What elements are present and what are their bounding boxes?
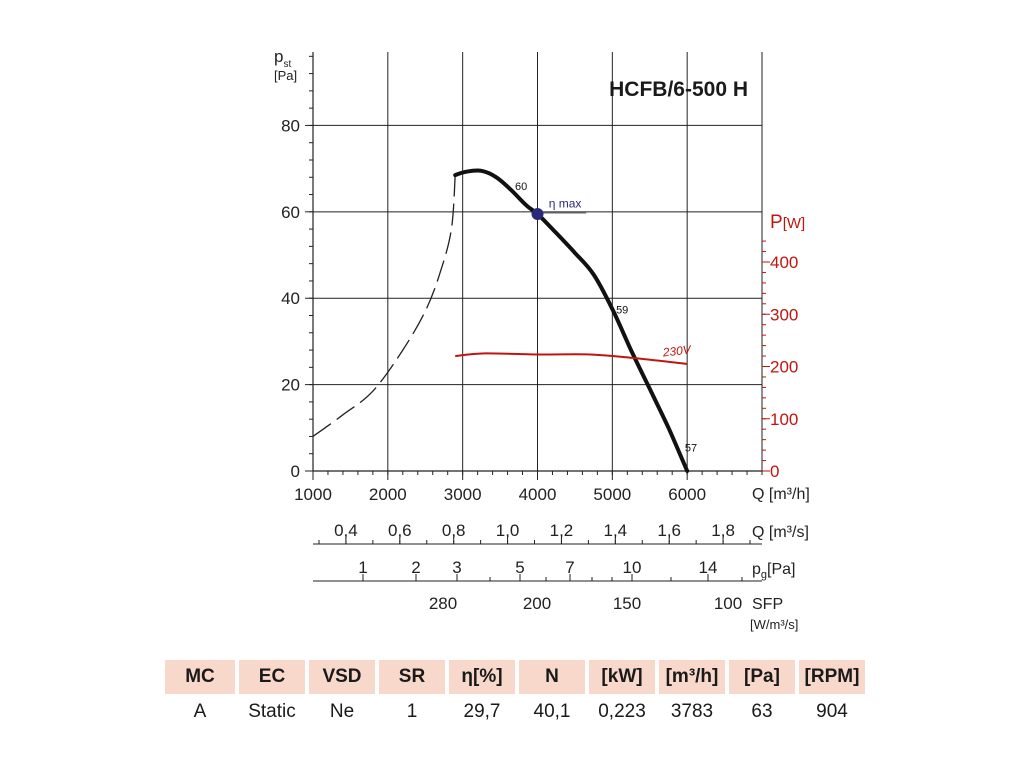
power-curve-230v [455, 352, 688, 365]
eta-max-label: η max [549, 197, 582, 211]
pg-tick-label: 7 [565, 558, 574, 577]
spec-value-cell: 63 [751, 701, 773, 722]
spec-table: MC EC VSD SR η[%] N [kW] [m³/h] [Pa] [RPM] A Stati… [161, 660, 869, 730]
sfp-tick-label: 280 [429, 594, 457, 613]
spec-value-cell: 29,7 [463, 701, 501, 722]
sfp-tick-label: 100 [714, 594, 742, 613]
voltage-label-230v: 230V [661, 343, 692, 360]
qs-tick-label: 1,4 [604, 521, 628, 540]
pg-tick-label: 2 [411, 558, 420, 577]
pg-tick-label: 1 [358, 558, 367, 577]
pg-tick-label: 3 [452, 558, 461, 577]
spec-header-cell: MC [165, 660, 235, 694]
axes [305, 52, 770, 582]
spec-value-cell: Static [248, 701, 296, 722]
spec-value-cell: 904 [816, 701, 848, 722]
x-tick-label: 1000 [294, 485, 332, 504]
y-right-tick-label: 0 [770, 462, 779, 481]
sfp-tick-label: 200 [523, 594, 551, 613]
spec-header-cell: SR [379, 660, 445, 694]
spec-value-cell: Ne [329, 701, 355, 722]
spec-header-cell: [RPM] [799, 660, 865, 694]
curves [312, 168, 690, 473]
qs-tick-label: 1,6 [657, 521, 681, 540]
qs-scale-label: Q [m³/s] [752, 524, 809, 541]
sfp-tick-label: 150 [613, 594, 641, 613]
spec-header-cell: [Pa] [729, 660, 795, 694]
spec-table-value-row: A Static Ne 1 29,7 40,1 0,223 3783 63 904 [165, 694, 865, 730]
pg-tick-label: 10 [623, 558, 642, 577]
pg-tick-label: 14 [699, 558, 718, 577]
spec-table-header-row: MC EC VSD SR η[%] N [kW] [m³/h] [Pa] [RPM] [165, 660, 865, 694]
grid [313, 52, 763, 471]
y-left-tick-label: 0 [291, 462, 300, 481]
y-right-tick-label: 200 [770, 358, 798, 377]
y-left-axis-label: pst [274, 47, 291, 70]
y-right-tick-label: 400 [770, 253, 798, 272]
spec-value-cell: 3783 [670, 701, 714, 722]
spec-value-cell: 1 [406, 701, 418, 722]
qs-tick-label: 1,8 [711, 521, 735, 540]
spec-header-cell: N [519, 660, 585, 694]
qs-tick-label: 1,0 [496, 521, 520, 540]
y-left-tick-label: 40 [281, 289, 300, 308]
x-tick-label: 6000 [668, 485, 706, 504]
y-left-tick-label: 20 [281, 376, 300, 395]
eta-max-marker [531, 207, 544, 220]
spec-value-cell: 0,223 [598, 701, 646, 722]
efficiency-label-59: 59 [616, 304, 628, 316]
y-right-tick-label: 300 [770, 305, 798, 324]
efficiency-label-57: 57 [685, 443, 697, 455]
qs-tick-label: 1,2 [550, 521, 574, 540]
x-axis-label: Q [m³/h] [752, 486, 810, 503]
pg-tick-label: 5 [515, 558, 524, 577]
y-left-axis-unit: [Pa] [274, 68, 297, 83]
efficiency-label-60: 60 [515, 181, 527, 193]
spec-header-cell: EC [239, 660, 305, 694]
x-tick-label: 5000 [593, 485, 631, 504]
spec-header-cell: VSD [309, 660, 375, 694]
spec-header-cell: [m³/h] [659, 660, 725, 694]
spec-header-cell: [kW] [589, 660, 655, 694]
spec-header-cell: η[%] [449, 660, 515, 694]
spec-value-cell: 40,1 [533, 701, 571, 722]
x-tick-label: 2000 [369, 485, 407, 504]
qs-tick-label: 0,4 [334, 521, 358, 540]
sfp-scale-label: SFP [752, 596, 783, 613]
spec-value-cell: A [193, 701, 207, 722]
unstable-range-dashed-curve [312, 175, 456, 437]
pressure-curve [453, 168, 690, 473]
qs-tick-label: 0,6 [388, 521, 412, 540]
chart-title: HCFB/6-500 H [609, 78, 748, 101]
sfp-scale-unit: [W/m³/s] [750, 617, 798, 632]
qs-tick-label: 0,8 [442, 521, 466, 540]
pg-scale-label: pg[Pa] [752, 561, 796, 581]
x-tick-label: 3000 [444, 485, 482, 504]
y-left-tick-label: 60 [281, 203, 300, 222]
x-tick-label: 4000 [519, 485, 557, 504]
y-right-axis-label: P[W] [770, 212, 805, 233]
y-right-tick-label: 100 [770, 410, 798, 429]
y-left-tick-label: 80 [281, 116, 300, 135]
